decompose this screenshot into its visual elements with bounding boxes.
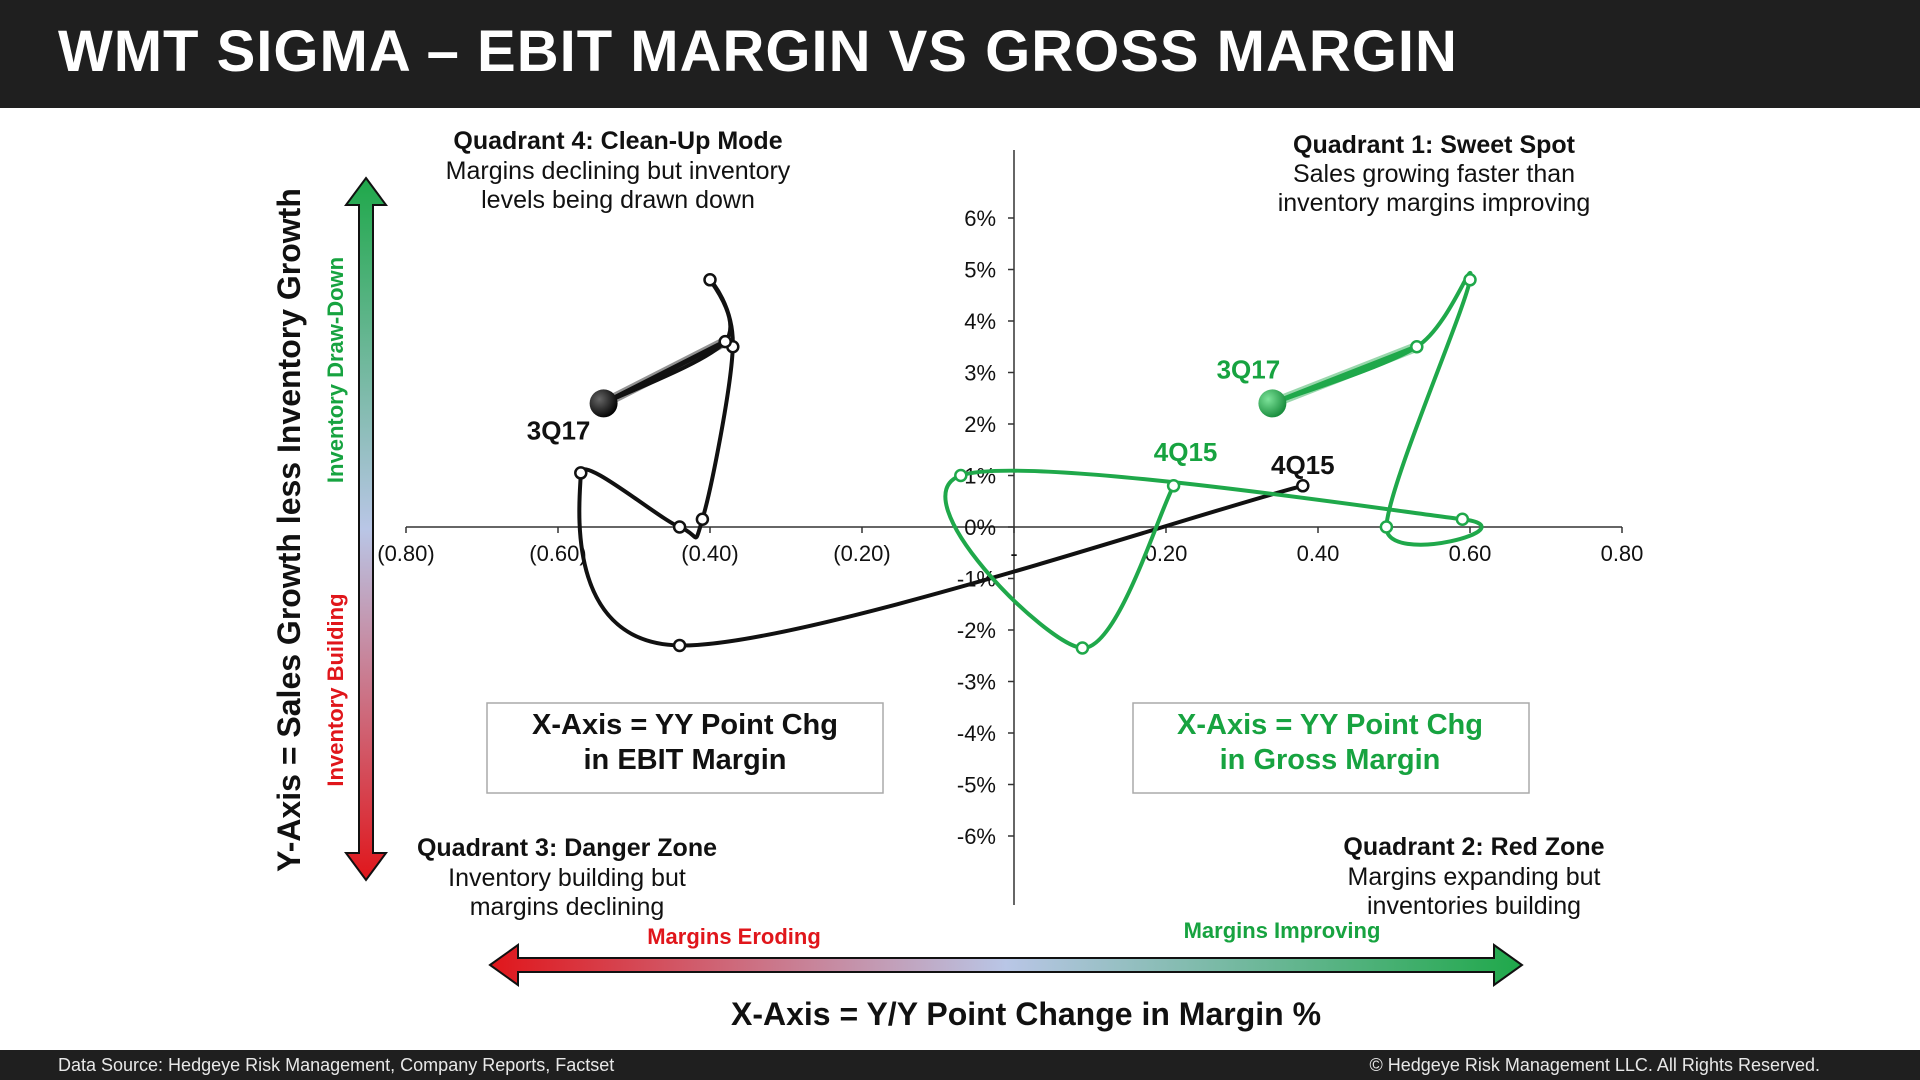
x-tick-label: (0.60) — [529, 541, 586, 566]
x-tick-label: (0.40) — [681, 541, 738, 566]
x-tick-label: 0.60 — [1449, 541, 1492, 566]
gross-data-point — [1075, 641, 1090, 655]
y-tick-label: 5% — [964, 258, 996, 283]
quadrant-3-line2: margins declining — [470, 893, 665, 921]
x-tick-label: (0.80) — [377, 541, 434, 566]
x-tick-label: (0.20) — [833, 541, 890, 566]
gross-data-point — [1379, 520, 1394, 534]
x-tick-label: - — [1010, 541, 1017, 566]
x-direction-arrow — [488, 943, 1524, 987]
x-tick-label: 0.20 — [1145, 541, 1188, 566]
gross-data-point — [954, 468, 968, 483]
gross-latest-segment — [1269, 344, 1420, 406]
y-tick-label: -2% — [957, 618, 996, 643]
gross-data-point — [1166, 479, 1181, 493]
quadrant-3-line1: Inventory building but — [448, 864, 686, 892]
y-axis-title: Y-Axis = Sales Growth less Inventory Gro… — [271, 188, 307, 872]
y-tick-label: 3% — [964, 361, 996, 386]
ebit-data-point — [672, 520, 687, 534]
x-tick-label: 0.40 — [1297, 541, 1340, 566]
y-tick-label: -5% — [957, 773, 996, 798]
ebit-point-label: 4Q15 — [1271, 450, 1335, 480]
gross-axis-box-line2: in Gross Margin — [1220, 744, 1441, 776]
quadrant-1-annotation: Quadrant 1: Sweet Spot Sales growing fas… — [1278, 131, 1591, 217]
ebit-data-point — [672, 638, 687, 653]
quadrant-3-title: Quadrant 3: Danger Zone — [417, 834, 717, 862]
quadrant-2-annotation: Quadrant 2: Red Zone Margins expanding b… — [1343, 833, 1604, 920]
ebit-data-point — [718, 334, 732, 349]
gross-axis-box-frame — [1132, 702, 1530, 794]
quadrant-4-annotation: Quadrant 4: Clean-Up Mode Margins declin… — [446, 127, 791, 214]
quadrant-1-line2: inventory margins improving — [1278, 189, 1591, 217]
y-tick-label: -3% — [957, 670, 996, 695]
gross-latest-point — [1258, 389, 1287, 418]
y-tick-label: 2% — [964, 412, 996, 437]
gross-series-line — [943, 270, 1484, 651]
ebit-data-point — [695, 512, 710, 527]
gross-margin-series: 4Q15 3Q17 — [943, 270, 1484, 655]
gross-data-point — [1455, 512, 1470, 527]
ebit-axis-box-frame — [486, 702, 884, 794]
ebit-margin-series: 4Q15 3Q17 — [527, 273, 1335, 653]
ebit-data-point — [574, 466, 588, 480]
data-source-note: Data Source: Hedgeye Risk Management, Co… — [58, 1055, 615, 1075]
quadrant-1-line1: Sales growing faster than — [1293, 160, 1575, 188]
copyright-note: © Hedgeye Risk Management LLC. All Right… — [1369, 1055, 1820, 1075]
inventory-building-label: Inventory Building — [323, 593, 348, 786]
quadrant-4-line1: Margins declining but inventory — [446, 157, 791, 185]
ebit-axis-box: X-Axis = YY Point Chg in EBIT Margin — [486, 702, 884, 794]
y-tick-label: -4% — [957, 721, 996, 746]
y-tick-label: 1% — [964, 464, 996, 489]
ebit-latest-point — [589, 389, 618, 418]
header-bar: WMT SIGMA – EBIT MARGIN VS GROSS MARGIN — [0, 0, 1920, 108]
margins-eroding-label: Margins Eroding — [647, 924, 821, 949]
ebit-latest-segment — [601, 339, 728, 406]
y-tick-label: -6% — [957, 824, 996, 849]
ebit-axis-box-line2: in EBIT Margin — [584, 744, 787, 776]
quadrant-2-line2: inventories building — [1367, 892, 1581, 920]
inventory-drawdown-label: Inventory Draw-Down — [323, 257, 348, 483]
y-tick-label: 4% — [964, 309, 996, 334]
quadrant-3-annotation: Quadrant 3: Danger Zone Inventory buildi… — [417, 834, 717, 921]
quadrant-2-line1: Margins expanding but — [1348, 863, 1601, 891]
quadrant-1-title: Quadrant 1: Sweet Spot — [1293, 131, 1576, 159]
quadrant-2-title: Quadrant 2: Red Zone — [1343, 833, 1604, 861]
quadrant-4-line2: levels being drawn down — [481, 186, 755, 214]
gross-axis-box-line1: X-Axis = YY Point Chg — [1177, 709, 1483, 741]
chart: Inventory Draw-Down Inventory Building Y… — [271, 127, 1644, 1032]
y-tick-label: 0% — [964, 515, 996, 540]
x-tick-label: 0.80 — [1601, 541, 1644, 566]
footer-bar: Data Source: Hedgeye Risk Management, Co… — [0, 1050, 1920, 1080]
margins-improving-label: Margins Improving — [1184, 918, 1381, 943]
ebit-data-point — [703, 273, 717, 287]
y-direction-arrow — [344, 176, 388, 882]
page-title: WMT SIGMA – EBIT MARGIN VS GROSS MARGIN — [58, 19, 1458, 84]
gross-point-label: 4Q15 — [1154, 437, 1218, 467]
ebit-axis-box-line1: X-Axis = YY Point Chg — [532, 709, 838, 741]
quadrant-4-title: Quadrant 4: Clean-Up Mode — [453, 127, 782, 155]
ebit-data-point — [1296, 479, 1310, 493]
gross-data-point — [1463, 273, 1477, 287]
x-axis-title: X-Axis = Y/Y Point Change in Margin % — [731, 996, 1321, 1032]
gross-point-label: 3Q17 — [1217, 354, 1281, 384]
y-tick-label: 6% — [964, 206, 996, 231]
gross-data-point — [1410, 340, 1424, 354]
ebit-point-label: 3Q17 — [527, 415, 591, 445]
gross-axis-box: X-Axis = YY Point Chg in Gross Margin — [1132, 702, 1530, 794]
